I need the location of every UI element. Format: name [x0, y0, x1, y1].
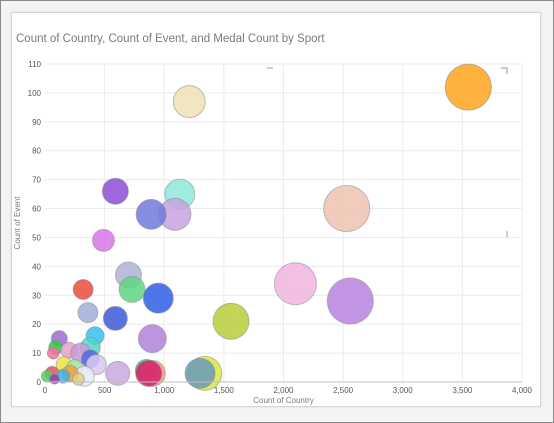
focus-corner-marks	[267, 67, 508, 237]
data-bubble[interactable]	[326, 277, 374, 325]
data-bubble[interactable]	[105, 360, 131, 386]
data-bubble[interactable]	[444, 63, 492, 111]
x-tick-label: 0	[43, 386, 48, 395]
data-bubble[interactable]	[118, 275, 146, 303]
bubbles[interactable]	[40, 63, 492, 391]
x-tick-label: 4,000	[512, 386, 533, 395]
data-bubble[interactable]	[142, 282, 174, 314]
y-tick-label: 20	[32, 320, 41, 329]
data-bubble[interactable]	[71, 372, 85, 386]
y-tick-label: 30	[32, 291, 41, 300]
y-tick-label: 70	[32, 176, 41, 185]
x-axis-title: Count of Country	[253, 396, 313, 405]
scatter-plot[interactable]: 0 10 20 30 40 50 60 70 80 90 100 110 0 500 1,000 1,500 2…	[12, 13, 540, 406]
x-tick-label: 2,500	[333, 386, 354, 395]
gridlines	[45, 63, 523, 382]
data-bubble[interactable]	[323, 185, 371, 233]
y-tick-label: 10	[32, 349, 41, 358]
x-tick-label: 500	[98, 386, 112, 395]
tick-labels: 0 10 20 30 40 50 60 70 80 90 100 110 0 500 1,000 1,500 2…	[28, 60, 533, 395]
chart-title: Count of Country, Count of Event, and Me…	[16, 33, 325, 45]
y-tick-label: 60	[32, 205, 41, 214]
y-tick-label: 90	[32, 118, 41, 127]
y-tick-label: 40	[32, 262, 41, 271]
data-bubble[interactable]	[101, 177, 129, 205]
chart-card[interactable]: Count of Country, Count of Event, and Me…	[11, 12, 541, 407]
y-tick-label: 50	[32, 233, 41, 242]
data-bubble[interactable]	[72, 278, 94, 300]
data-bubble[interactable]	[273, 262, 317, 306]
y-tick-label: 0	[37, 378, 42, 387]
y-axis-title: Count of Event	[13, 196, 22, 250]
data-bubble[interactable]	[49, 373, 61, 385]
x-tick-label: 3,500	[452, 386, 473, 395]
data-bubble[interactable]	[77, 302, 99, 324]
y-tick-label: 100	[28, 89, 42, 98]
data-bubble[interactable]	[172, 85, 206, 119]
y-tick-label: 110	[28, 60, 41, 69]
x-tick-label: 1,500	[214, 386, 235, 395]
data-bubble[interactable]	[135, 359, 163, 387]
data-bubble[interactable]	[135, 198, 167, 230]
data-bubble[interactable]	[184, 357, 216, 389]
data-bubble[interactable]	[91, 228, 115, 252]
data-bubble[interactable]	[137, 324, 167, 354]
x-tick-label: 2,000	[273, 386, 294, 395]
data-bubble[interactable]	[46, 346, 60, 360]
y-tick-label: 80	[32, 147, 41, 156]
x-tick-label: 3,000	[393, 386, 414, 395]
x-tick-label: 1,000	[154, 386, 175, 395]
data-bubble[interactable]	[102, 305, 128, 331]
data-bubble[interactable]	[212, 302, 250, 340]
